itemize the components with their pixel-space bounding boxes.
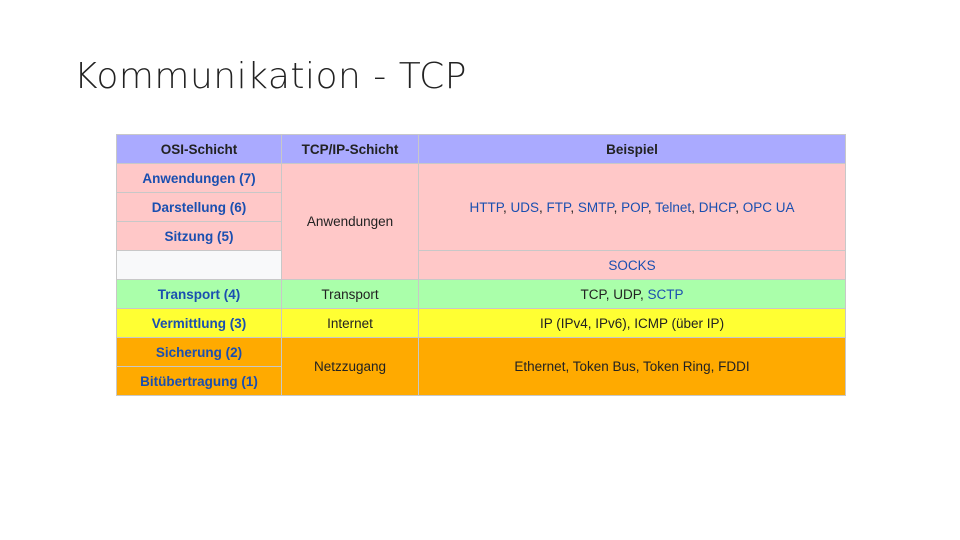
header-tcpip: TCP/IP-Schicht — [281, 134, 419, 164]
osi-layer-2-link[interactable]: Sicherung (2) — [155, 344, 243, 360]
link-socks[interactable]: SOCKS — [608, 257, 656, 273]
link-http[interactable]: HTTP — [469, 199, 503, 215]
osi-layer-7-link[interactable]: Anwendungen (7) — [142, 170, 256, 186]
table-row: Anwendungen (7) Anwendungen HTTP, UDS, F… — [116, 163, 846, 280]
table-row: Sitzung (5) — [116, 221, 846, 251]
text-tcp: TCP — [580, 286, 606, 302]
example-application: HTTP, UDS, FTP, SMTP, POP, Telnet, DHCP,… — [418, 163, 846, 251]
table-row: Darstellung (6) — [116, 192, 846, 222]
tcpip-link: Netzzugang — [281, 337, 419, 396]
separator: ), — [622, 315, 635, 331]
osi-layer-1[interactable]: Bitübertragung (1) — [116, 366, 282, 396]
separator: , — [613, 199, 622, 215]
tcpip-application: Anwendungen — [281, 163, 419, 280]
table-row: SOCKS — [116, 250, 846, 280]
text-token-ring: Token Ring — [643, 359, 711, 374]
osi-layer-5-link[interactable]: Sitzung (5) — [164, 228, 234, 244]
slide-title: Kommunikation - TCP — [74, 56, 467, 97]
separator: , — [640, 286, 648, 302]
text-ethernet: Ethernet — [514, 359, 566, 374]
example-internet: IP (IPv4, IPv6), ICMP (über IP) — [418, 308, 846, 338]
osi-layer-2[interactable]: Sicherung (2) — [116, 337, 282, 367]
tcpip-transport: Transport — [281, 279, 419, 309]
link-ftp[interactable]: FTP — [546, 199, 571, 215]
example-socks: SOCKS — [418, 250, 846, 280]
text-ipv4: IPv4 — [560, 315, 588, 331]
header-example: Beispiel — [418, 134, 846, 164]
link-pop[interactable]: POP — [621, 199, 648, 215]
link-uds[interactable]: UDS — [510, 199, 540, 215]
table-row: Sicherung (2) Netzzugang Ethernet, Token… — [116, 337, 846, 396]
osi-layer-4[interactable]: Transport (4) — [116, 279, 282, 309]
separator: , — [710, 359, 719, 374]
osi-layer-7[interactable]: Anwendungen (7) — [116, 163, 282, 193]
table-row: Bitübertragung (1) — [116, 366, 846, 396]
separator: , — [539, 199, 547, 215]
separator: , — [647, 199, 656, 215]
separator: ( — [552, 315, 561, 331]
text-ip: IP — [539, 315, 553, 331]
osi-layer-1-link[interactable]: Bitübertragung (1) — [140, 373, 258, 389]
text-icmp: ICMP — [634, 315, 668, 331]
separator: , — [570, 199, 578, 215]
link-opc-ua[interactable]: OPC UA — [742, 199, 795, 215]
osi-layer-3-link[interactable]: Vermittlung (3) — [151, 315, 247, 331]
separator: , — [735, 199, 743, 215]
separator: , — [503, 199, 511, 215]
separator: ) — [719, 315, 725, 331]
table-header-row: OSI-Schicht TCP/IP-Schicht Beispiel — [116, 134, 846, 164]
osi-tcpip-table: OSI-Schicht TCP/IP-Schicht Beispiel Anwe… — [116, 134, 846, 396]
osi-empty-cell — [116, 250, 282, 280]
text-udp: UDP — [613, 286, 640, 302]
osi-layer-4-link[interactable]: Transport (4) — [157, 286, 241, 302]
separator: , — [587, 315, 596, 331]
text-ipv6: IPv6 — [595, 315, 623, 331]
separator: , — [691, 199, 699, 215]
osi-layer-5[interactable]: Sitzung (5) — [116, 221, 282, 251]
osi-layer-6[interactable]: Darstellung (6) — [116, 192, 282, 222]
example-link: Ethernet, Token Bus, Token Ring, FDDI — [418, 337, 846, 396]
osi-layer-6-link[interactable]: Darstellung (6) — [151, 199, 247, 215]
text-token-bus: Token Bus — [572, 359, 636, 374]
osi-layer-3[interactable]: Vermittlung (3) — [116, 308, 282, 338]
separator: (über — [667, 315, 707, 331]
link-sctp[interactable]: SCTP — [647, 286, 684, 302]
header-osi: OSI-Schicht — [116, 134, 282, 164]
tcpip-internet: Internet — [281, 308, 419, 338]
link-dhcp[interactable]: DHCP — [698, 199, 736, 215]
separator: , — [635, 359, 644, 374]
table-row: Vermittlung (3) Internet IP (IPv4, IPv6)… — [116, 308, 846, 338]
separator: , — [565, 359, 573, 374]
example-transport: TCP, UDP, SCTP — [418, 279, 846, 309]
link-telnet[interactable]: Telnet — [655, 199, 692, 215]
table-row: Transport (4) Transport TCP, UDP, SCTP — [116, 279, 846, 309]
text-fddi: FDDI — [718, 359, 750, 374]
separator: , — [605, 286, 614, 302]
text-ip-2: IP — [706, 315, 720, 331]
link-smtp[interactable]: SMTP — [577, 199, 614, 215]
